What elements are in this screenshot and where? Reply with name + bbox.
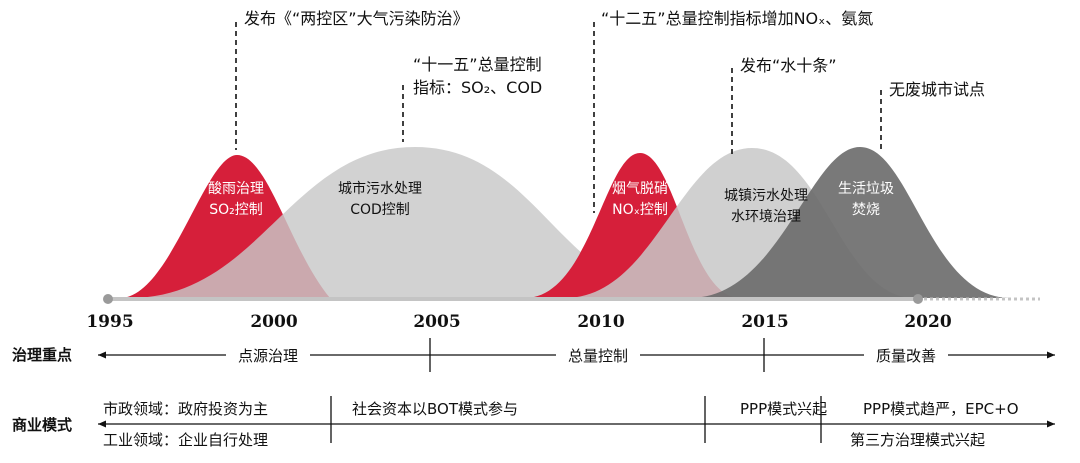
business-third-party: 第三方治理模式兴起 xyxy=(850,431,985,449)
curve-label-line: 酸雨治理 xyxy=(208,181,264,197)
business-title: 商业模式 xyxy=(12,416,72,434)
curve-label-denitration: 烟气脱硝 NOₓ控制 xyxy=(612,181,668,218)
phase-label: 质量改善 xyxy=(876,347,936,365)
curve-label-water-env: 城镇污水处理 水环境治理 xyxy=(724,188,808,225)
year-label: 2010 xyxy=(577,312,624,332)
year-label: 2020 xyxy=(904,312,951,332)
annotation-twelfth-five: “十二五”总量控制指标增加NOₓ、氨氮 xyxy=(601,9,873,28)
annotation-water-ten: 发布“水十条” xyxy=(740,56,837,75)
curve-label-line: SO₂控制 xyxy=(209,202,263,218)
year-label: 1995 xyxy=(86,312,133,332)
curve-label-incineration: 生活垃圾 焚烧 xyxy=(838,181,894,218)
phase-bg xyxy=(556,344,640,366)
curve-label-line: COD控制 xyxy=(350,202,410,218)
business-bot: 社会资本以BOT模式参与 xyxy=(352,400,518,418)
phase-bg xyxy=(864,344,948,366)
year-label: 2000 xyxy=(250,312,297,332)
axis-end-dot xyxy=(913,294,923,304)
business-ppp-strict: PPP模式趋严，EPC+O xyxy=(863,400,1019,418)
year-label: 2015 xyxy=(741,312,788,332)
curve-label-line: NOₓ控制 xyxy=(612,202,668,218)
phase-label: 点源治理 xyxy=(238,347,298,365)
year-label: 2005 xyxy=(413,312,460,332)
annotation-anti-pollution-law: 发布《“两控区”大气污染防治》 xyxy=(244,9,469,28)
curve-label-line: 城市污水处理 xyxy=(338,180,422,197)
business-industrial: 工业领域：企业自行处理 xyxy=(103,431,268,449)
annotation-eleventh-five-line1: “十一五”总量控制 xyxy=(413,55,542,74)
business-municipal: 市政领域：政府投资为主 xyxy=(103,400,268,418)
annotation-eleventh-five-line2: 指标：SO₂、COD xyxy=(413,78,542,97)
curve-label-acid-rain: 酸雨治理 SO₂控制 xyxy=(208,181,264,218)
business-ppp-rise: PPP模式兴起 xyxy=(740,400,827,418)
curve-label-line: 水环境治理 xyxy=(731,209,801,225)
annotation-zero-waste-city: 无废城市试点 xyxy=(889,80,985,99)
governance-row: 治理重点 点源治理 总量控制 质量改善 xyxy=(12,338,1055,372)
curve-label-line: 烟气脱硝 xyxy=(612,181,668,197)
curve-label-line: 生活垃圾 xyxy=(838,181,894,197)
curve-label-line: 焚烧 xyxy=(852,202,880,218)
phase-bg xyxy=(226,344,310,366)
phase-label: 总量控制 xyxy=(568,347,628,365)
governance-title: 治理重点 xyxy=(12,346,72,364)
axis-start-dot xyxy=(103,294,113,304)
curve-label-line: 城镇污水处理 xyxy=(724,188,808,204)
business-row: 商业模式 市政领域：政府投资为主 工业领域：企业自行处理 社会资本以BOT模式参… xyxy=(12,396,1055,449)
curve-sewage-cod xyxy=(130,147,690,298)
timeline-axis xyxy=(103,294,1040,304)
year-labels: 1995 2000 2005 2010 2015 2020 xyxy=(86,312,951,332)
curve-layer xyxy=(120,147,1010,298)
curve-label-sewage-cod: 城市污水处理 COD控制 xyxy=(338,180,422,218)
curve-incineration xyxy=(690,147,1010,298)
